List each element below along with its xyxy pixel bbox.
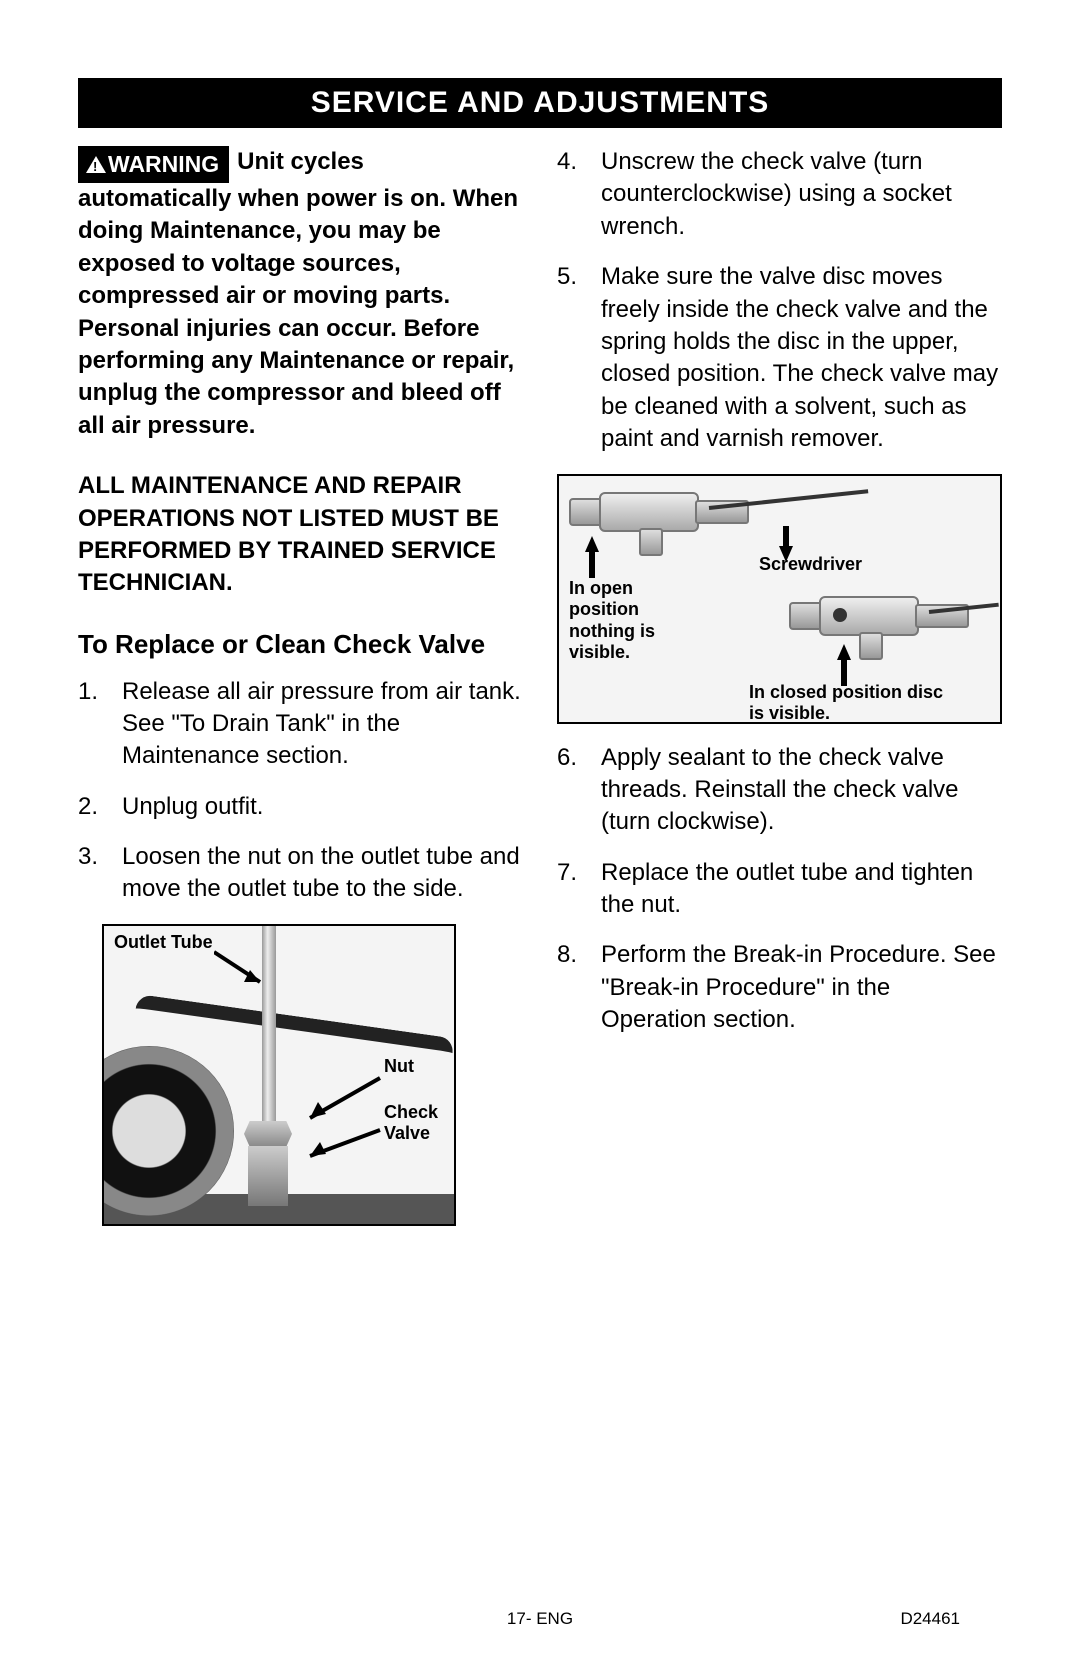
label-outlet-tube: Outlet Tube [114, 932, 213, 954]
step-item: Make sure the valve disc moves freely in… [557, 261, 1002, 455]
footer-doc-id: D24461 [900, 1609, 960, 1629]
arrow-icon [304, 1074, 384, 1129]
step-item: Loosen the nut on the outlet tube and mo… [78, 841, 523, 906]
step-item: Apply sealant to the check valve threads… [557, 742, 1002, 839]
left-column: WARNING Unit cycles automatically when p… [78, 146, 523, 1244]
valve-closed [789, 586, 969, 646]
right-column: Unscrew the check valve (turn counterclo… [557, 146, 1002, 1244]
steps-list-right-a: Unscrew the check valve (turn counterclo… [557, 146, 1002, 456]
steps-list-left: Release all air pressure from air tank. … [78, 676, 523, 906]
warning-badge: WARNING [78, 146, 229, 183]
procedure-title: To Replace or Clean Check Valve [78, 628, 523, 662]
arrow-icon [304, 1126, 384, 1171]
footer-page-number: 17- ENG [507, 1609, 573, 1629]
step-item: Unplug outfit. [78, 791, 523, 823]
valve-open [569, 482, 749, 542]
label-check-valve: Check Valve [384, 1102, 454, 1145]
step-item: Release all air pressure from air tank. … [78, 676, 523, 773]
arrow-icon [837, 644, 851, 686]
figure-checkvalve-shape [248, 1146, 288, 1206]
figure-nut-shape [244, 1121, 292, 1147]
page: SERVICE AND ADJUSTMENTS WARNING Unit cyc… [0, 0, 1080, 1244]
warning-text: Unit cycles automatically when power is … [78, 148, 518, 439]
arrow-icon [214, 948, 264, 993]
step-item: Perform the Break-in Procedure. See "Bre… [557, 939, 1002, 1036]
figure-gauge [102, 1046, 234, 1216]
figure-tube [262, 926, 276, 1136]
warning-label: WARNING [108, 151, 219, 177]
steps-list-right-b: Apply sealant to the check valve threads… [557, 742, 1002, 1037]
two-column-layout: WARNING Unit cycles automatically when p… [78, 146, 1002, 1244]
label-screwdriver: Screwdriver [759, 554, 862, 576]
step-item: Unscrew the check valve (turn counterclo… [557, 146, 1002, 243]
service-notice: ALL MAINTENANCE AND REPAIR OPERATIONS NO… [78, 470, 523, 600]
warning-triangle-icon [86, 156, 106, 173]
label-closed-position: In closed position disc is visible. [749, 682, 949, 724]
figure-check-valve-positions: Screwdriver In open position nothing is … [557, 474, 1002, 724]
label-open-position: In open position nothing is visible. [569, 578, 699, 664]
arrow-icon [585, 536, 599, 578]
warning-paragraph: WARNING Unit cycles automatically when p… [78, 146, 523, 442]
step-item: Replace the outlet tube and tighten the … [557, 857, 1002, 922]
figure-outlet-tube: Outlet Tube Nut Check Valve [102, 924, 456, 1226]
section-banner: SERVICE AND ADJUSTMENTS [78, 78, 1002, 128]
label-nut: Nut [384, 1056, 414, 1078]
